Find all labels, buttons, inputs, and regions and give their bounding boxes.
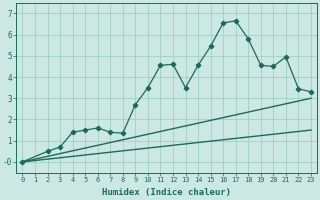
X-axis label: Humidex (Indice chaleur): Humidex (Indice chaleur) xyxy=(102,188,231,197)
